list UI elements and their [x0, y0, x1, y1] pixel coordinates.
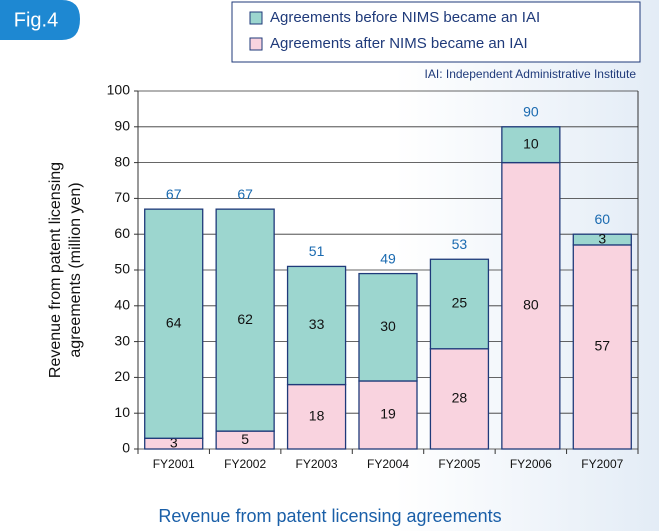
segment-label: 62 — [237, 311, 253, 327]
bar-segment — [286, 265, 347, 386]
bar-segment — [429, 348, 490, 450]
y-tick-label: 80 — [114, 153, 130, 169]
legend-swatch — [249, 11, 263, 25]
y-tick-label: 100 — [107, 82, 131, 98]
bar-segment — [358, 380, 418, 450]
fig-badge — [0, 0, 80, 40]
legend-label: Agreements before NIMS became an IAI — [270, 9, 540, 26]
segment-label: 3 — [170, 434, 178, 450]
segment-label: 18 — [309, 407, 325, 423]
x-tick-label: FY2002 — [224, 457, 266, 471]
bar-segment — [501, 161, 561, 450]
bar-segment — [286, 383, 347, 450]
x-tick-label: FY2001 — [153, 457, 195, 471]
x-tick-label: FY2005 — [438, 457, 480, 471]
segment-label: 57 — [594, 338, 610, 354]
legend-box — [231, 1, 641, 63]
x-tick-label: FY2006 — [510, 457, 552, 471]
x-tick-label: FY2007 — [581, 457, 623, 471]
y-tick-label: 0 — [122, 440, 130, 456]
bar-segment — [144, 208, 204, 439]
y-tick-label: 90 — [114, 118, 130, 134]
y-axis-label: agreements (million yen) — [67, 182, 84, 357]
y-tick-label: 40 — [114, 297, 130, 313]
y-axis-label: Revenue from patent licensing — [47, 162, 64, 378]
y-tick-label: 70 — [114, 189, 130, 205]
x-tick-label: FY2004 — [367, 457, 409, 471]
segment-label: 10 — [523, 135, 539, 151]
total-label: 49 — [380, 250, 396, 266]
segment-label: 3 — [598, 230, 606, 246]
bar-segment — [358, 272, 418, 382]
total-label: 53 — [452, 236, 468, 252]
bar-segment — [501, 126, 561, 164]
total-label: 51 — [309, 243, 325, 259]
total-label: 67 — [237, 186, 253, 202]
fig-label: Fig.4 — [14, 9, 58, 31]
x-tick-label: FY2003 — [296, 457, 338, 471]
chart-title: Revenue from patent licensing agreements — [158, 506, 501, 526]
bar-segment — [572, 244, 632, 450]
segment-label: 25 — [452, 295, 468, 311]
total-label: 67 — [166, 186, 182, 202]
segment-label: 28 — [452, 390, 468, 406]
bar-segment — [215, 208, 275, 432]
segment-label: 64 — [166, 314, 182, 330]
segment-label: 19 — [380, 406, 396, 422]
bar-segment — [572, 233, 632, 246]
total-label: 60 — [594, 211, 610, 227]
y-tick-label: 50 — [114, 261, 130, 277]
segment-label: 80 — [523, 297, 539, 313]
y-tick-label: 60 — [114, 225, 130, 241]
total-label: 90 — [523, 104, 539, 120]
bar-segment — [429, 258, 490, 350]
y-tick-label: 30 — [114, 332, 130, 348]
segment-label: 30 — [380, 318, 396, 334]
segment-label: 33 — [309, 316, 325, 332]
y-tick-label: 20 — [114, 368, 130, 384]
legend-label: Agreements after NIMS became an IAI — [270, 35, 528, 52]
y-tick-label: 10 — [114, 404, 130, 420]
footnote: IAI: Independent Administrative Institut… — [425, 67, 637, 81]
segment-label: 5 — [241, 431, 249, 447]
legend-swatch — [249, 37, 263, 51]
